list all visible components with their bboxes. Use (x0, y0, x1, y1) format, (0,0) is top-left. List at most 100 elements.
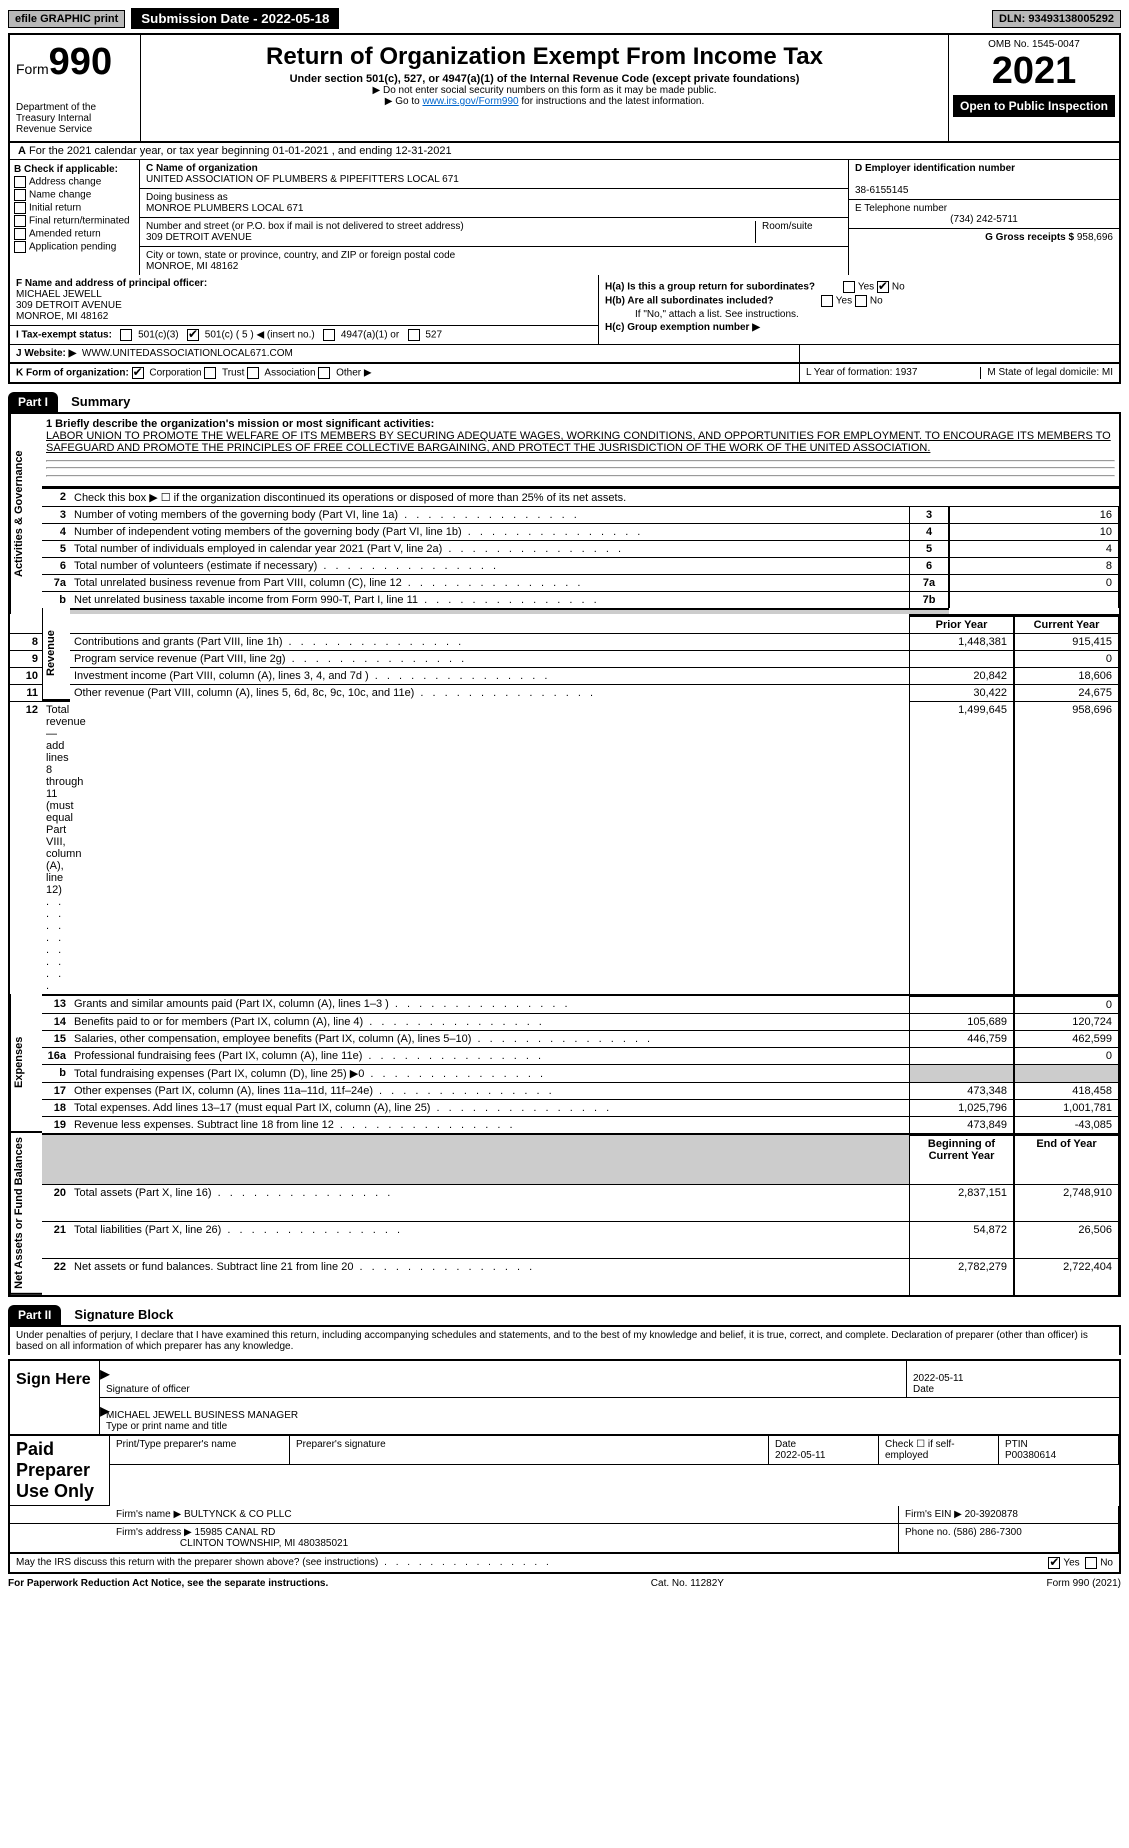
prep-sig-label: Preparer's signature (290, 1436, 769, 1465)
prior-val: 20,842 (909, 667, 1014, 684)
note-ssn: ▶ Do not enter social security numbers o… (147, 85, 942, 96)
line-desc: Revenue less expenses. Subtract line 18 … (70, 1116, 909, 1133)
room-label: Room/suite (762, 221, 813, 232)
current-val: 120,724 (1014, 1013, 1119, 1030)
line-desc: Total number of volunteers (estimate if … (70, 557, 909, 574)
ha-no[interactable] (877, 281, 889, 293)
part2-badge: Part II (8, 1305, 61, 1325)
ha-yes[interactable] (843, 281, 855, 293)
line-val: 0 (949, 574, 1119, 591)
chk-initial[interactable]: Initial return (14, 202, 135, 214)
hb-yes[interactable] (821, 295, 833, 307)
chk-corp[interactable] (132, 367, 144, 379)
part2-title: Signature Block (74, 1307, 173, 1322)
firm-ein-label: Firm's EIN ▶ (905, 1509, 962, 1520)
paid-preparer-block: Paid Preparer Use Only Print/Type prepar… (8, 1436, 1121, 1554)
line-box: 5 (909, 540, 949, 557)
irs-link[interactable]: www.irs.gov/Form990 (422, 96, 518, 107)
title-block: Return of Organization Exempt From Incom… (140, 35, 949, 141)
chk-name[interactable]: Name change (14, 189, 135, 201)
date-label: Date (913, 1384, 934, 1395)
addr-value: 309 DETROIT AVENUE (146, 232, 252, 243)
section-i: I Tax-exempt status: 501(c)(3) 501(c) ( … (10, 326, 598, 344)
section-b: B Check if applicable: Address change Na… (10, 160, 140, 275)
current-val: 0 (1014, 1047, 1119, 1064)
row-j: J Website: ▶ WWW.UNITEDASSOCIATIONLOCAL6… (8, 344, 1121, 364)
line-desc: Salaries, other compensation, employee b… (70, 1030, 909, 1047)
footer-mid: Cat. No. 11282Y (651, 1578, 724, 1589)
period-text: For the 2021 calendar year, or tax year … (29, 145, 452, 157)
ein-label: D Employer identification number (855, 163, 1015, 174)
chk-pending[interactable]: Application pending (14, 241, 135, 253)
hb-label: H(b) Are all subordinates included? (605, 296, 774, 307)
addr-label: Number and street (or P.O. box if mail i… (146, 221, 464, 232)
chk-final[interactable]: Final return/terminated (14, 215, 135, 227)
prep-check[interactable]: Check ☐ if self-employed (879, 1436, 999, 1465)
prep-date: 2022-05-11 (775, 1450, 825, 1461)
officer-name: MICHAEL JEWELL (16, 289, 102, 300)
prior-val: 2,782,279 (909, 1258, 1014, 1295)
current-val: 1,001,781 (1014, 1099, 1119, 1116)
type-label: Type or print name and title (106, 1421, 227, 1432)
entity-block: B Check if applicable: Address change Na… (8, 160, 1121, 275)
sidelabel-expenses: Expenses (10, 994, 42, 1133)
city-label: City or town, state or province, country… (146, 250, 455, 261)
tax-status-label: I Tax-exempt status: (16, 330, 112, 341)
current-val: 24,675 (1014, 684, 1119, 701)
chk-amended[interactable]: Amended return (14, 228, 135, 240)
phone-value: (734) 242-5711 (855, 214, 1113, 225)
chk-other[interactable] (318, 367, 330, 379)
line-box: 7a (909, 574, 949, 591)
chk-address[interactable]: Address change (14, 176, 135, 188)
line-box: 4 (909, 523, 949, 540)
discuss-no[interactable] (1085, 1557, 1097, 1569)
line-val: 16 (949, 506, 1119, 523)
prior-val (909, 1047, 1014, 1064)
org-name: UNITED ASSOCIATION OF PLUMBERS & PIPEFIT… (146, 174, 459, 185)
ha-label: H(a) Is this a group return for subordin… (605, 282, 815, 293)
line-desc: Grants and similar amounts paid (Part IX… (70, 994, 909, 1013)
chk-trust[interactable] (204, 367, 216, 379)
line-desc: Other revenue (Part VIII, column (A), li… (70, 684, 909, 701)
line2: Check this box ▶ ☐ if the organization d… (70, 487, 1119, 506)
top-bar: efile GRAPHIC print Submission Date - 20… (8, 8, 1121, 29)
mission-text: LABOR UNION TO PROMOTE THE WELFARE OF IT… (46, 430, 1111, 454)
current-val: 2,722,404 (1014, 1258, 1119, 1295)
line-desc: Total unrelated business revenue from Pa… (70, 574, 909, 591)
chk-assoc[interactable] (247, 367, 259, 379)
gross-value: 958,696 (1077, 232, 1113, 243)
current-val: 18,606 (1014, 667, 1119, 684)
hb-no[interactable] (855, 295, 867, 307)
col-current: Current Year (1014, 616, 1119, 633)
chk-501c3[interactable] (120, 329, 132, 341)
ptin-value: P00380614 (1005, 1450, 1056, 1461)
discuss-row: May the IRS discuss this return with the… (8, 1554, 1121, 1574)
submission-date-button[interactable]: Submission Date - 2022-05-18 (131, 8, 339, 29)
current-val: -43,085 (1014, 1116, 1119, 1133)
chk-527[interactable] (408, 329, 420, 341)
arrow-icon: ▸ (100, 1361, 110, 1386)
ein-value: 38-6155145 (855, 185, 908, 196)
sidelabel-net: Net Assets or Fund Balances (10, 1133, 42, 1295)
line-desc: Total number of individuals employed in … (70, 540, 909, 557)
row-k: K Form of organization: Corporation Trus… (8, 364, 1121, 384)
section-h: H(a) Is this a group return for subordin… (599, 275, 1119, 344)
current-val: 958,696 (1014, 701, 1119, 994)
prior-val: 1,448,381 (909, 633, 1014, 650)
year-block: OMB No. 1545-0047 2021 Open to Public In… (949, 35, 1119, 141)
chk-501c[interactable] (187, 329, 199, 341)
line-desc: Other expenses (Part IX, column (A), lin… (70, 1082, 909, 1099)
line-val: 10 (949, 523, 1119, 540)
line-val: 4 (949, 540, 1119, 557)
discuss-yes[interactable] (1048, 1557, 1060, 1569)
tax-year: 2021 (953, 50, 1115, 93)
prior-val: 446,759 (909, 1030, 1014, 1047)
prior-val: 105,689 (909, 1013, 1014, 1030)
ptin-label: PTIN (1005, 1439, 1028, 1450)
prior-val (909, 650, 1014, 667)
gross-label: G Gross receipts $ (985, 232, 1074, 243)
line-box: 3 (909, 506, 949, 523)
sig-officer-label: Signature of officer (106, 1384, 190, 1395)
chk-4947[interactable] (323, 329, 335, 341)
part1-title: Summary (71, 394, 130, 409)
